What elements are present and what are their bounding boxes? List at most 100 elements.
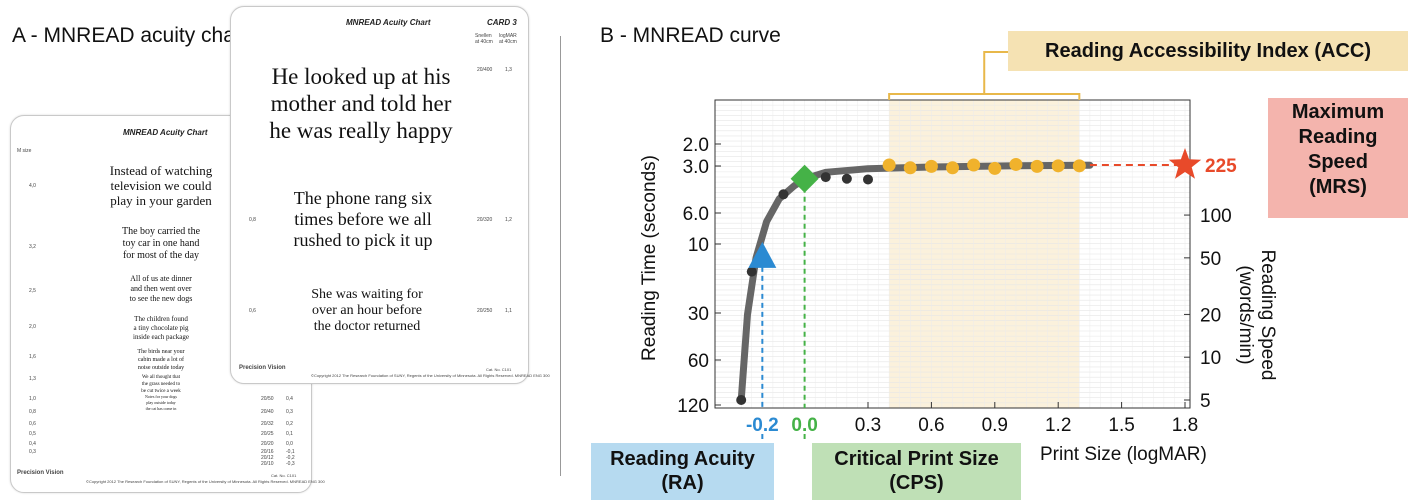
card-back-m-value: 2,0: [29, 324, 36, 330]
data-point-gray: [863, 174, 873, 185]
data-point-plateau: [924, 159, 938, 173]
panel-divider: [560, 36, 561, 476]
card-front-snellen-2: 20/320: [477, 217, 493, 223]
card-front-snellen-3: 20/250: [477, 308, 493, 314]
y-right-tick-label: 5: [1200, 391, 1211, 412]
card-back-logmar-value: 0,3: [286, 409, 293, 415]
card-back-sentence: The birds near your cabin made a lot of …: [137, 349, 185, 371]
acc-bracket-connector: [983, 51, 1008, 94]
card-back-m-value: 0,8: [29, 409, 36, 415]
acc-bracket: [888, 93, 1081, 100]
card-back-sentence: The boy carried the toy car in one hand …: [121, 226, 201, 261]
card-back-snellen-value: 20/40: [261, 409, 274, 415]
mrs-value: 225: [1205, 156, 1237, 177]
y-right-tick-label: 10: [1200, 348, 1221, 369]
y-right-tick-label: 100: [1200, 206, 1232, 227]
y-right-axis-label-2: (words/min): [1235, 265, 1256, 364]
card-front-footer: ©Copyright 2012 The Research Foundation …: [311, 373, 550, 378]
data-point-plateau: [1030, 159, 1044, 173]
y-left-axis-label: Reading Time (seconds): [639, 155, 660, 361]
card-front-col1: Snellen at 40cm: [475, 33, 493, 45]
data-point-plateau: [967, 158, 981, 172]
data-point-gray: [841, 173, 852, 184]
card-back-logo: Precision Vision: [17, 470, 64, 476]
data-point-plateau: [988, 161, 1002, 175]
card-back-m-value: 1,3: [29, 376, 36, 382]
card-back-m-value: 3,2: [29, 244, 36, 250]
card-back-snellen-value: 20/20: [261, 441, 274, 447]
card-back-m-value: 0,6: [29, 421, 36, 427]
acc-label-box: Reading Accessibility Index (ACC): [1008, 31, 1408, 71]
cps-label-box: Critical Print Size (CPS): [812, 443, 1021, 500]
card-front-logmar-1: 1,3: [505, 67, 512, 73]
y-left-tick-label: 3.0: [683, 157, 709, 178]
cps-diamond-marker: [790, 164, 819, 193]
card-back-snellen-value: 20/16: [261, 449, 274, 455]
card-back-snellen-value: 20/12: [261, 455, 274, 461]
card-back-m-value: 0,5: [29, 431, 36, 437]
x-tick-label: 1.2: [1045, 415, 1071, 436]
card-back-m-value: 0,4: [29, 441, 36, 447]
card-back-m-value: 1,0: [29, 396, 36, 402]
card-back-m-value: 1,6: [29, 354, 36, 360]
ra-triangle-marker: [748, 241, 777, 268]
data-point-plateau: [882, 158, 896, 172]
x-tick-label: 0.6: [918, 415, 944, 436]
card-back-snellen-value: 20/50: [261, 396, 274, 402]
y-left-tick-label: 30: [688, 304, 709, 325]
card-front-m-3: 0,6: [249, 308, 256, 314]
card-front-sentence-2: The phone rang six times before we all r…: [293, 188, 433, 250]
card-front-sentence-1: He looked up at his mother and told her …: [269, 64, 453, 143]
card-front-logmar-2: 1,2: [505, 217, 512, 223]
ra-label-box: Reading Acuity (RA): [591, 443, 774, 500]
y-left-tick-label: 60: [688, 351, 709, 372]
plot-frame: [714, 99, 1191, 409]
card-back-logmar-value: -0,3: [286, 461, 295, 467]
card-front-card-no: CARD 3: [487, 18, 517, 27]
x-tick-label: 0.3: [855, 415, 881, 436]
card-back-sentence: Instead of watching television we could …: [109, 163, 213, 208]
y-left-tick-label: 2.0: [683, 135, 709, 156]
card-back-logmar-value: 0,2: [286, 421, 293, 427]
card-back-footer: ©Copyright 2012 The Research Foundation …: [86, 479, 325, 484]
card-back-logmar-value: -0,1: [286, 449, 295, 455]
y-left-tick-label: 120: [677, 396, 709, 417]
data-point-gray: [778, 189, 789, 200]
card-front-col2: logMAR at 40cm: [499, 33, 517, 45]
y-right-tick-label: 20: [1200, 305, 1221, 326]
card-front-sentence-3: She was waiting for over an hour before …: [311, 287, 423, 334]
card-front-snellen-1: 20/400: [477, 67, 493, 73]
data-point-plateau: [946, 161, 960, 175]
card-back-header: MNREAD Acuity Chart: [123, 128, 208, 137]
card-back-sentence: We all thought that the grass needed to …: [141, 375, 181, 394]
ra-value: -0.2: [746, 415, 779, 436]
card-front-m-2: 0,8: [249, 217, 256, 223]
card-front-logmar-3: 1,1: [505, 308, 512, 314]
card-back-sentence: The children found a tiny chocolate pig …: [133, 315, 189, 341]
card-back-m-value: 4,0: [29, 183, 36, 189]
panel-b-title: B - MNREAD curve: [600, 24, 781, 47]
y-left-tick-label: 6.0: [683, 204, 709, 225]
mrs-star-marker: [1168, 148, 1202, 179]
y-right-tick-label: 50: [1200, 249, 1221, 270]
data-point-plateau: [1051, 159, 1065, 173]
card-front-header: MNREAD Acuity Chart: [346, 18, 431, 27]
mrs-label-box: Maximum Reading Speed (MRS): [1268, 98, 1408, 218]
data-point-gray: [746, 266, 757, 277]
panel-a-title: A - MNREAD acuity chart: [12, 24, 248, 47]
data-point-gray: [820, 172, 831, 183]
data-point-plateau: [903, 161, 917, 175]
mnread-card-front: MNREAD Acuity Chart CARD 3 Snellen at 40…: [230, 6, 550, 384]
card-back-snellen-value: 20/10: [261, 461, 274, 467]
y-left-tick-label: 10: [688, 235, 709, 256]
card-front-logo: Precision Vision: [239, 365, 286, 371]
card-back-snellen-value: 20/25: [261, 431, 274, 437]
card-back-cat: Cat. No. C101: [271, 473, 297, 478]
card-back-m-label: M size: [17, 148, 32, 154]
card-back-m-value: 0,3: [29, 449, 36, 455]
card-back-m-value: 2,5: [29, 288, 36, 294]
x-tick-label: 1.8: [1172, 415, 1198, 436]
card-back-logmar-value: 0,1: [286, 431, 293, 437]
cps-value: 0.0: [791, 415, 817, 436]
y-right-axis-label: Reading Speed: [1257, 250, 1278, 381]
